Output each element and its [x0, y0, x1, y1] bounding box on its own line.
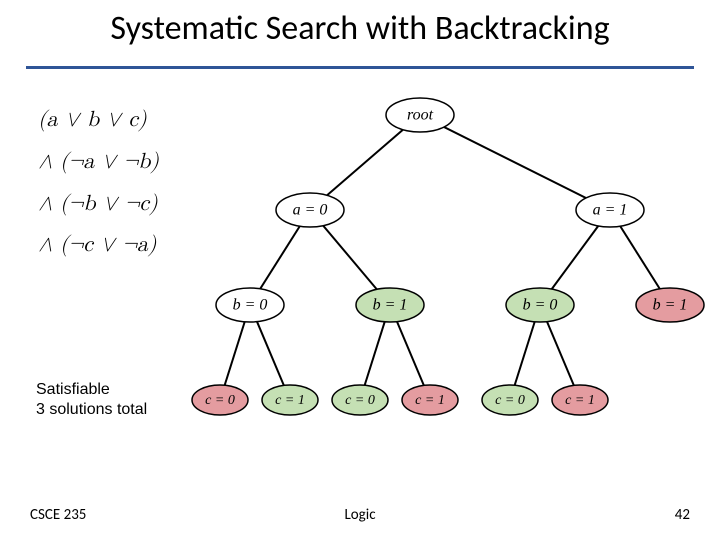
- footer-page-no: 42: [675, 506, 690, 524]
- search-tree: root a = 0 a = 1 b = 0 b = 1 b = 0 b = 1 c = 0 c…: [190, 80, 720, 480]
- result-caption: Satisfiable 3 solutions total: [36, 380, 147, 420]
- tree-node-label: b = 0: [233, 297, 268, 314]
- tree-node-a0: a = 0: [276, 193, 344, 227]
- tree-node-label: b = 1: [653, 297, 688, 314]
- slide: Systematic Search with Backtracking (a ∨…: [0, 0, 720, 540]
- tree-node-label: c = 0: [205, 393, 235, 408]
- tree-node-label: root: [407, 107, 434, 124]
- formula-line-2: ∧ (¬a ∨ ¬b): [38, 142, 159, 184]
- cnf-formula: (a ∨ b ∨ c) ∧ (¬a ∨ ¬b) ∧ (¬b ∨ ¬c) ∧ (¬…: [38, 100, 159, 267]
- caption-line-1: Satisfiable: [36, 380, 147, 400]
- caption-line-2: 3 solutions total: [36, 400, 147, 420]
- tree-node-b11: b = 1: [636, 288, 704, 322]
- tree-node-a1: a = 1: [576, 193, 644, 227]
- tree-nodes: root a = 0 a = 1 b = 0 b = 1 b = 0 b = 1 c = 0 c…: [192, 98, 704, 415]
- tree-node-b10: b = 0: [506, 288, 574, 322]
- tree-node-b00: b = 0: [216, 288, 284, 322]
- tree-node-label: a = 1: [593, 202, 628, 219]
- tree-node-root: root: [386, 98, 454, 132]
- tree-edge: [420, 115, 610, 210]
- formula-line-4: ∧ (¬c ∨ ¬a): [38, 225, 159, 267]
- tree-node-label: c = 1: [565, 393, 595, 408]
- tree-node-c000: c = 0: [192, 385, 248, 415]
- slide-title: Systematic Search with Backtracking: [0, 8, 720, 49]
- tree-node-c100: c = 0: [482, 385, 538, 415]
- tree-node-c101: c = 1: [552, 385, 608, 415]
- tree-edges: [220, 115, 670, 400]
- tree-node-label: c = 1: [415, 393, 445, 408]
- tree-node-label: c = 1: [275, 393, 305, 408]
- title-underline: [26, 66, 694, 69]
- tree-node-c001: c = 1: [262, 385, 318, 415]
- formula-line-3: ∧ (¬b ∨ ¬c): [38, 184, 159, 226]
- tree-node-b01: b = 1: [356, 288, 424, 322]
- tree-node-c010: c = 0: [332, 385, 388, 415]
- tree-node-label: c = 0: [495, 393, 525, 408]
- tree-node-label: c = 0: [345, 393, 375, 408]
- footer-topic: Logic: [0, 506, 720, 524]
- tree-node-label: b = 0: [523, 297, 558, 314]
- formula-line-1: (a ∨ b ∨ c): [38, 100, 159, 142]
- tree-node-label: a = 0: [293, 202, 328, 219]
- tree-node-label: b = 1: [373, 297, 408, 314]
- tree-node-c011: c = 1: [402, 385, 458, 415]
